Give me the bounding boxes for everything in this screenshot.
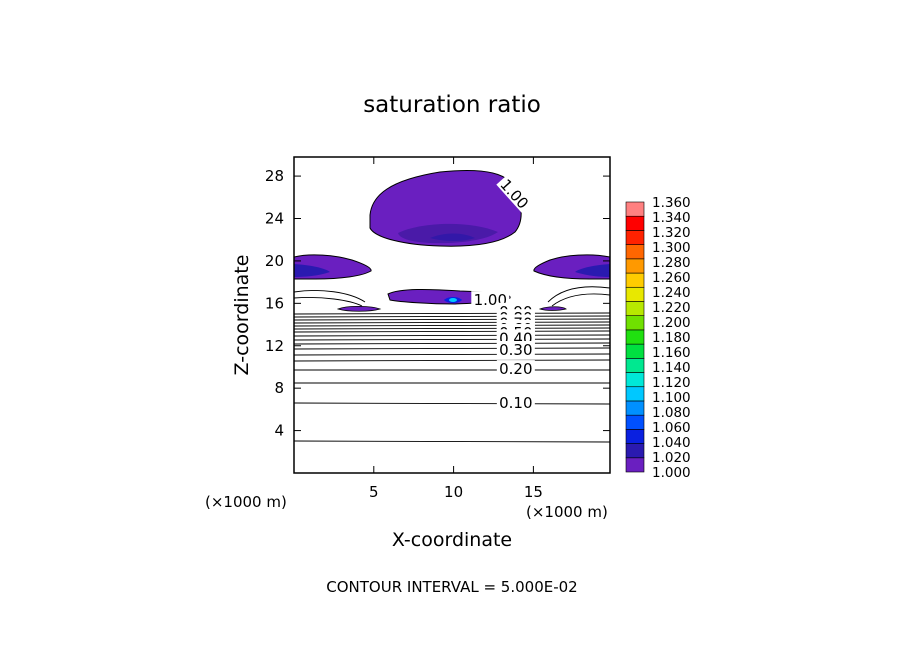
y-tick-label: 16 xyxy=(265,294,284,312)
y-unit-label: (×1000 m) xyxy=(526,503,608,521)
colorbar-swatch xyxy=(625,244,645,260)
contour-line xyxy=(294,338,610,341)
chart-title: saturation ratio xyxy=(363,92,541,118)
colorbar-label: 1.280 xyxy=(652,255,691,271)
filled-regions xyxy=(294,170,610,312)
contour-line xyxy=(294,359,610,362)
x-tick-label: 15 xyxy=(524,483,543,501)
colorbar-swatch xyxy=(625,258,645,274)
contour-label-bg xyxy=(496,360,535,377)
colorbar-label: 1.000 xyxy=(652,465,691,481)
plot-frame xyxy=(293,156,611,474)
colorbar-label: 1.220 xyxy=(652,300,691,316)
colorbar-swatch xyxy=(625,201,645,217)
colorbar-swatch xyxy=(625,414,645,430)
contour-line xyxy=(294,318,610,321)
colorbar-swatch xyxy=(625,343,645,359)
contour-line xyxy=(294,440,610,443)
colorbar-label: 1.060 xyxy=(652,420,691,436)
colorbar-swatch xyxy=(625,301,645,316)
colorbar-label: 1.300 xyxy=(652,240,691,256)
low-left-patch xyxy=(336,305,382,312)
colorbar-swatch xyxy=(625,286,645,302)
x-unit-label: (×1000 m) xyxy=(205,493,287,511)
contour-line xyxy=(294,315,610,318)
colorbar-swatch xyxy=(625,230,645,245)
colorbar-swatch xyxy=(625,457,645,473)
colorbar-label: 1.320 xyxy=(652,225,691,241)
colorbar-label: 1.080 xyxy=(652,405,691,421)
colorbar-swatch xyxy=(625,386,645,402)
colorbar-label: 1.040 xyxy=(652,435,691,451)
contour-label: 0.10 xyxy=(499,394,532,412)
colorbar-label: 1.260 xyxy=(652,270,691,286)
colorbar-swatch xyxy=(625,272,645,288)
contour-line xyxy=(294,327,610,330)
y-tick-label: 8 xyxy=(274,379,284,397)
y-tick-label: 12 xyxy=(265,337,284,355)
colorbar-label: 1.140 xyxy=(652,360,691,376)
contour-line xyxy=(294,324,610,327)
upper-cloud-core-inner xyxy=(430,233,475,241)
x-tick-label: 5 xyxy=(369,483,379,501)
low-right-patch xyxy=(538,306,567,311)
colorbar-swatch xyxy=(625,429,645,444)
colorbar-label: 1.160 xyxy=(652,345,691,361)
colorbar-swatch xyxy=(625,443,645,459)
y-tick-label: 20 xyxy=(265,252,284,270)
contour-line xyxy=(294,342,610,345)
contour-line xyxy=(294,347,610,350)
y-tick-label: 28 xyxy=(265,167,284,185)
colorbar-swatch xyxy=(625,400,645,416)
colorbar-swatch xyxy=(625,315,645,331)
mid-cloud-max xyxy=(449,298,457,302)
contour-interval-note: CONTOUR INTERVAL = 5.000E-02 xyxy=(326,578,577,596)
contour-line xyxy=(294,297,363,307)
y-tick-label: 24 xyxy=(265,210,284,228)
colorbar-label: 1.120 xyxy=(652,375,691,391)
contour-line xyxy=(294,290,366,303)
contour-label-bg xyxy=(496,394,535,411)
colorbar-swatch xyxy=(625,215,645,231)
colorbar-swatch xyxy=(625,372,645,388)
contour-line xyxy=(551,293,610,307)
colorbar-swatch xyxy=(625,358,645,373)
contour-line xyxy=(294,402,610,405)
x-tick-label: 10 xyxy=(444,483,463,501)
colorbar: 1.0001.0201.0401.0601.0801.1001.1201.140… xyxy=(625,195,691,481)
contour-line xyxy=(547,286,610,303)
right-anvil-core xyxy=(575,264,610,277)
contour-lines xyxy=(294,286,610,443)
colorbar-swatch xyxy=(625,329,645,345)
y-axis-label: Z-coordinate xyxy=(231,255,253,376)
colorbar-label: 1.200 xyxy=(652,315,691,331)
contour-line xyxy=(294,353,610,356)
y-tick-label: 4 xyxy=(274,422,284,440)
contour-labels: 1.001.000.900.800.700.600.500.400.300.20… xyxy=(471,173,535,412)
colorbar-label: 1.180 xyxy=(652,330,691,346)
contour-label: 0.30 xyxy=(499,341,532,359)
y-axis-ticks: 4 8 12 16 20 24 28 xyxy=(265,167,610,440)
contour-label-bg xyxy=(496,340,535,357)
colorbar-label: 1.020 xyxy=(652,450,691,466)
contour-line xyxy=(294,321,610,324)
colorbar-label: 1.340 xyxy=(652,210,691,226)
contour-line xyxy=(294,330,610,333)
x-axis-ticks: 5 10 15 xyxy=(369,157,543,501)
contour-line xyxy=(294,334,610,337)
x-axis-label: X-coordinate xyxy=(392,529,512,551)
contour-label: 0.20 xyxy=(499,360,532,378)
left-anvil-core xyxy=(294,264,330,277)
colorbar-label: 1.360 xyxy=(652,195,691,211)
colorbar-label: 1.240 xyxy=(652,285,691,301)
colorbar-label: 1.100 xyxy=(652,390,691,406)
contour-line xyxy=(294,312,610,315)
contour-label-bg xyxy=(496,173,534,213)
